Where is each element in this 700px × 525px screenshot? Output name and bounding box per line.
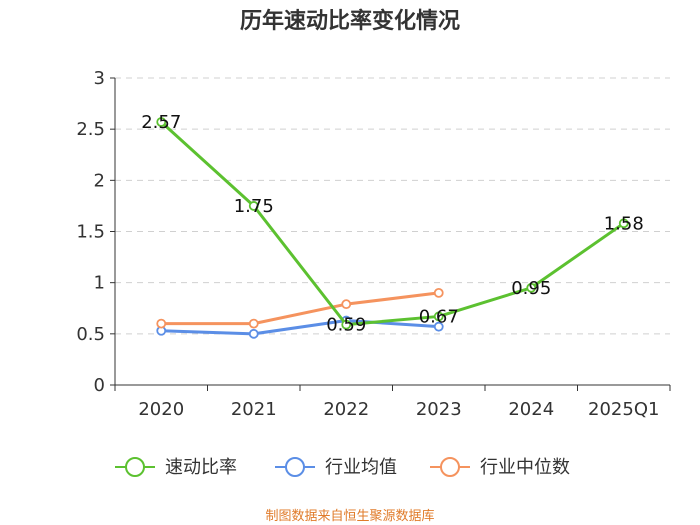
data-point [433, 311, 444, 322]
legend-label: 行业中位数 [480, 457, 570, 478]
legend-swatch-marker [440, 457, 460, 477]
series-group [156, 117, 629, 339]
grid-lines [115, 77, 670, 335]
series-line [160, 120, 625, 327]
x-tick-label: 2020 [138, 399, 184, 420]
data-point [248, 328, 259, 339]
data-label: 2.57 [141, 112, 181, 133]
data-point [433, 287, 444, 298]
data-point [156, 318, 167, 329]
x-tick-label: 2022 [323, 399, 369, 420]
y-tick-label: 3 [94, 68, 105, 89]
data-point [618, 218, 629, 229]
series-line [161, 319, 439, 336]
legend-item: 行业均值 [275, 457, 397, 478]
legend-item: 行业中位数 [430, 457, 570, 478]
data-point [526, 282, 537, 293]
axes: 0 0.5 1 1.5 2 2.5 3 2020 2021 2022 2023 2024 2025Q1 [76, 68, 671, 420]
data-point [248, 201, 259, 211]
legend-swatch-marker [125, 457, 145, 477]
legend-item: 速动比率 [115, 457, 237, 478]
series-line [161, 291, 439, 326]
data-label: 1.75 [234, 196, 274, 217]
x-tick-label: 2025Q1 [588, 399, 659, 420]
y-tick-label: 2 [94, 170, 105, 191]
x-tick-label: 2023 [416, 399, 462, 420]
source-note: 制图数据来自恒生聚源数据库 [265, 508, 434, 524]
y-tick-label: 2.5 [76, 119, 105, 140]
y-tick-label: 1 [94, 273, 105, 294]
x-tick-label: 2024 [508, 399, 554, 420]
legend-label: 行业均值 [325, 457, 397, 478]
data-point [248, 318, 259, 329]
x-tick-label: 2021 [231, 399, 277, 420]
data-point [433, 321, 444, 332]
y-tick-label: 0.5 [76, 324, 105, 345]
data-label: 0.59 [326, 315, 366, 336]
legend-label: 速动比率 [165, 457, 237, 478]
data-label: 1.58 [604, 213, 644, 234]
data-labels: 2.57 1.75 0.59 0.67 0.95 1.58 [141, 112, 644, 336]
y-tick-label: 0 [94, 375, 105, 396]
y-tick-label: 1.5 [76, 222, 105, 243]
chart-title: 历年速动比率变化情况 [240, 8, 460, 34]
data-point [341, 319, 352, 330]
data-label: 0.95 [511, 278, 551, 299]
legend-swatch-marker [285, 457, 305, 477]
data-point [156, 117, 167, 127]
data-label: 0.67 [419, 306, 459, 327]
data-point [341, 299, 352, 310]
legend: 速动比率 行业均值 行业中位数 [115, 457, 570, 478]
